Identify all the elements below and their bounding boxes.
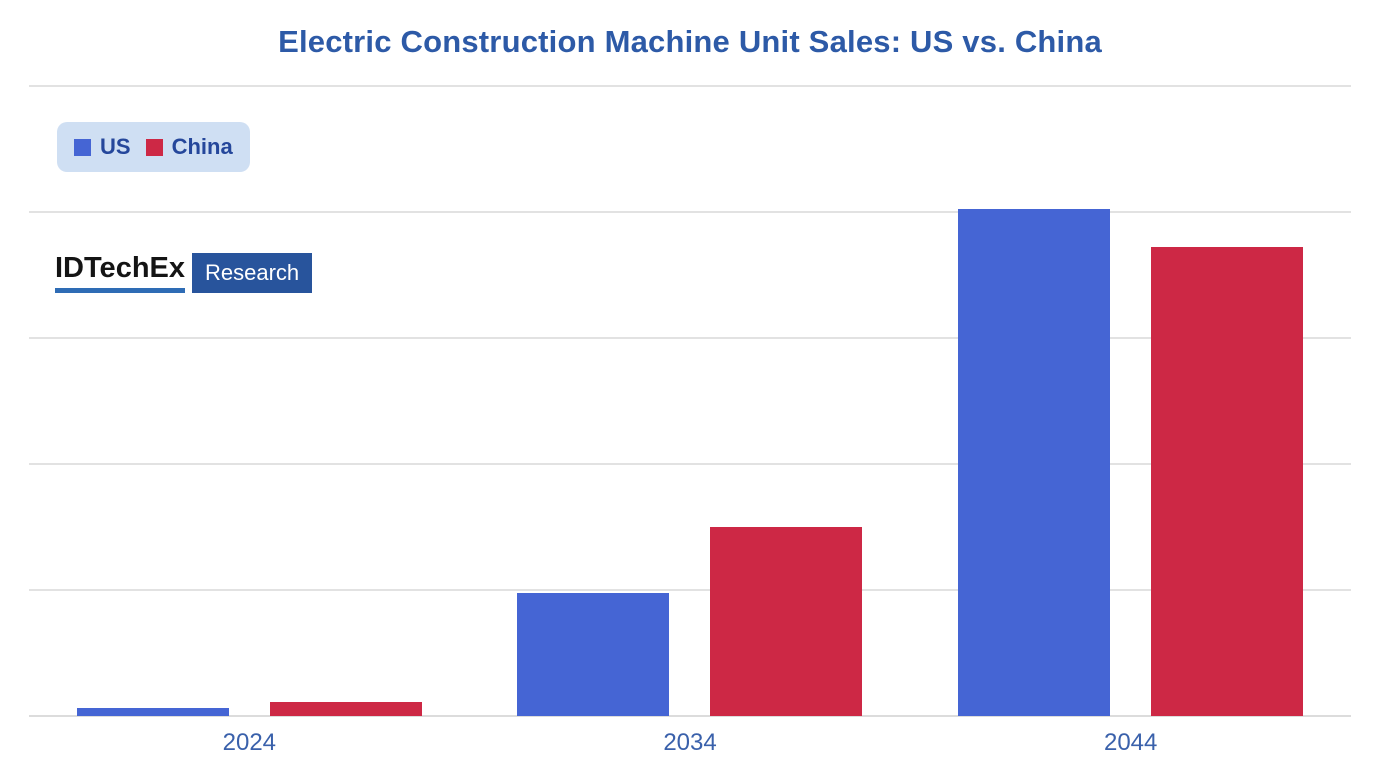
- bar-group-2044: [910, 86, 1351, 716]
- bar-us-2034[interactable]: [517, 593, 670, 716]
- bar-china-2034[interactable]: [710, 527, 863, 716]
- gridline: [29, 211, 1351, 213]
- legend-label: China: [171, 134, 233, 159]
- x-axis-labels: 2024 2034 2044: [29, 729, 1351, 757]
- gridline: [29, 463, 1351, 465]
- x-axis-label-2044: 2044: [1103, 729, 1158, 756]
- x-axis-label-2024: 2024: [222, 729, 277, 756]
- bar-china-2024[interactable]: [269, 702, 422, 716]
- legend-item-china[interactable]: China: [145, 134, 233, 160]
- chart-plot: [29, 85, 1351, 717]
- chart-legend: US China: [57, 122, 250, 172]
- gridline: [29, 85, 1351, 87]
- x-axis-line: [29, 715, 1351, 717]
- legend-label: US: [100, 134, 131, 159]
- bar-china-2044[interactable]: [1151, 246, 1304, 716]
- idtechex-logo-text: IDTechEx: [55, 252, 186, 293]
- gridline: [29, 589, 1351, 591]
- x-axis-label-2034: 2034: [663, 729, 717, 756]
- bar-group-2024: [29, 86, 470, 716]
- legend-item-us[interactable]: US: [74, 134, 131, 160]
- chart-title: Electric Construction Machine Unit Sales…: [278, 24, 1102, 59]
- idtechex-logo: IDTechEx Research: [55, 252, 313, 293]
- bar-group-2034: [470, 86, 911, 716]
- gridline: [29, 337, 1351, 339]
- legend-swatch-icon: [145, 138, 163, 156]
- bar-us-2044[interactable]: [958, 208, 1111, 716]
- bar-us-2024[interactable]: [76, 707, 229, 716]
- idtechex-research-badge: Research: [192, 253, 313, 293]
- legend-swatch-icon: [74, 138, 91, 156]
